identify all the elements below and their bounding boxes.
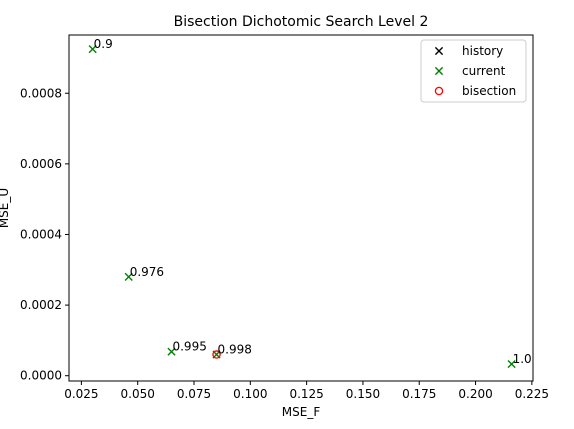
legend-marker-current <box>434 66 444 76</box>
data-point-current <box>124 272 133 281</box>
x-tick-label: 0.025 <box>64 387 98 401</box>
point-annotations: 0.9 0.976 0.995 0.998 1.0 <box>94 37 532 366</box>
data-point-current <box>167 347 176 356</box>
x-tick-label: 0.150 <box>346 387 380 401</box>
x-tick-label: 0.200 <box>458 387 492 401</box>
x-tick-label: 0.100 <box>233 387 267 401</box>
x-axis-label: MSE_F <box>282 405 321 419</box>
x-tick-label: 0.125 <box>289 387 323 401</box>
legend-marker-history <box>434 46 444 56</box>
legend: history current bisection <box>420 39 527 103</box>
plot-frame <box>68 34 534 382</box>
data-point-bisection <box>212 350 221 359</box>
data-marks <box>88 45 516 369</box>
chart-title: Bisection Dichotomic Search Level 2 <box>174 14 429 30</box>
legend-label-bisection: bisection <box>462 84 516 98</box>
x-tick-label: 0.175 <box>402 387 436 401</box>
legend-label-current: current <box>462 64 506 78</box>
x-tick-label: 0.050 <box>121 387 155 401</box>
y-tick-label: 0.0006 <box>20 157 62 171</box>
point-annotation: 0.976 <box>130 265 164 279</box>
legend-label-history: history <box>462 44 503 58</box>
point-annotation: 1.0 <box>513 352 532 366</box>
y-tick-label: 0.0004 <box>20 227 62 241</box>
y-tick-label: 0.0008 <box>20 86 62 100</box>
x-tick-label: 0.075 <box>177 387 211 401</box>
legend-box <box>420 39 527 103</box>
x-tick-label: 0.225 <box>515 387 549 401</box>
y-tick-label: 0.0002 <box>20 298 62 312</box>
y-axis-label: MSE_U <box>0 188 11 228</box>
legend-marker-bisection <box>434 86 444 96</box>
data-point-current <box>507 359 516 369</box>
point-annotation: 0.995 <box>172 340 206 354</box>
data-point-current <box>88 45 97 54</box>
y-tick-label: 0.0000 <box>20 369 62 383</box>
axis-ticks: 0.025 0.050 0.075 0.100 0.125 0.150 0.175 0.200… <box>20 86 549 401</box>
point-annotation: 0.998 <box>218 343 252 357</box>
point-annotation: 0.9 <box>94 37 113 51</box>
